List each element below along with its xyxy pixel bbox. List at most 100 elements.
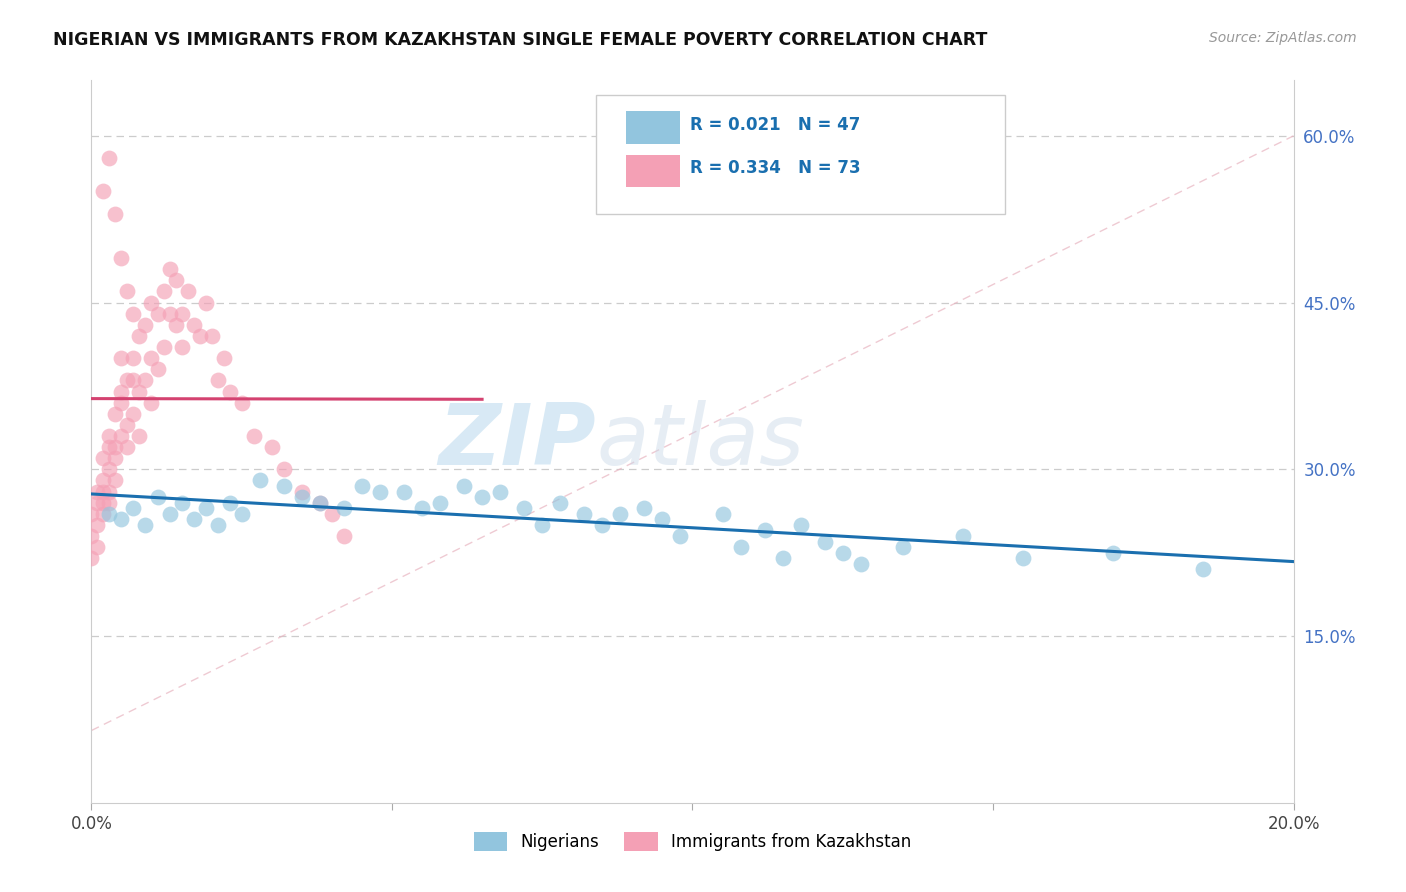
Point <box>291 490 314 504</box>
Point <box>110 251 132 265</box>
Point <box>471 490 494 504</box>
Point <box>128 384 150 399</box>
Point <box>152 285 174 299</box>
Point <box>93 185 115 199</box>
Text: Source: ZipAtlas.com: Source: ZipAtlas.com <box>1209 31 1357 45</box>
Point <box>93 451 115 466</box>
Point <box>104 451 127 466</box>
Point <box>489 484 512 499</box>
Text: atlas: atlas <box>596 400 804 483</box>
Point <box>98 484 121 499</box>
Point <box>194 295 217 310</box>
Point <box>122 407 145 421</box>
Point <box>110 429 132 443</box>
Point <box>952 529 974 543</box>
Point <box>98 429 121 443</box>
Point <box>260 440 283 454</box>
Point <box>531 517 554 532</box>
Point <box>159 507 181 521</box>
Point <box>591 517 613 532</box>
Text: ZIP: ZIP <box>439 400 596 483</box>
Point <box>651 512 673 526</box>
Point <box>110 384 132 399</box>
Point <box>231 507 253 521</box>
Point <box>772 551 794 566</box>
Point <box>453 479 475 493</box>
Point <box>117 285 139 299</box>
Text: R = 0.334   N = 73: R = 0.334 N = 73 <box>690 160 860 178</box>
Point <box>333 529 356 543</box>
Point <box>201 329 224 343</box>
Point <box>633 501 655 516</box>
Point <box>176 285 198 299</box>
Point <box>183 512 205 526</box>
Point <box>513 501 536 516</box>
Point <box>308 496 330 510</box>
Point <box>128 329 150 343</box>
Point <box>146 307 169 321</box>
Point <box>218 384 240 399</box>
Point <box>86 540 108 554</box>
Point <box>110 512 132 526</box>
Point <box>170 340 193 354</box>
Point <box>609 507 631 521</box>
Point <box>831 546 853 560</box>
Point <box>273 479 295 493</box>
Point <box>218 496 240 510</box>
Point <box>814 534 837 549</box>
Point <box>170 496 193 510</box>
Point <box>104 407 127 421</box>
Point <box>165 318 187 332</box>
Point <box>231 395 253 409</box>
Point <box>98 507 121 521</box>
Point <box>891 540 914 554</box>
Point <box>141 395 163 409</box>
Point <box>411 501 433 516</box>
Point <box>146 362 169 376</box>
Point <box>789 517 811 532</box>
Point <box>429 496 451 510</box>
Point <box>194 501 217 516</box>
Point <box>93 507 115 521</box>
Point <box>104 440 127 454</box>
Point <box>207 517 229 532</box>
Point <box>80 529 103 543</box>
Point <box>159 307 181 321</box>
Text: NIGERIAN VS IMMIGRANTS FROM KAZAKHSTAN SINGLE FEMALE POVERTY CORRELATION CHART: NIGERIAN VS IMMIGRANTS FROM KAZAKHSTAN S… <box>53 31 988 49</box>
Point <box>849 557 872 571</box>
Point <box>183 318 205 332</box>
Point <box>117 417 139 432</box>
Point <box>308 496 330 510</box>
Text: R = 0.021   N = 47: R = 0.021 N = 47 <box>690 116 860 134</box>
Point <box>212 351 235 366</box>
Point <box>104 474 127 488</box>
Point <box>93 474 115 488</box>
Point <box>152 340 174 354</box>
Point <box>170 307 193 321</box>
Point <box>146 490 169 504</box>
Point <box>165 273 187 287</box>
Point <box>730 540 752 554</box>
Bar <box>626 112 681 144</box>
Point <box>207 373 229 387</box>
Point <box>669 529 692 543</box>
Point <box>122 351 145 366</box>
Point <box>321 507 343 521</box>
Point <box>291 484 314 499</box>
Point <box>110 351 132 366</box>
Point <box>188 329 211 343</box>
Point <box>249 474 271 488</box>
Point <box>392 484 415 499</box>
Point <box>141 295 163 310</box>
FancyBboxPatch shape <box>596 95 1005 214</box>
Point <box>98 462 121 476</box>
Point <box>134 373 156 387</box>
Point <box>98 440 121 454</box>
Point <box>548 496 571 510</box>
Point <box>110 395 132 409</box>
Point <box>80 551 103 566</box>
Point <box>86 484 108 499</box>
Point <box>273 462 295 476</box>
Point <box>368 484 391 499</box>
Point <box>1102 546 1125 560</box>
